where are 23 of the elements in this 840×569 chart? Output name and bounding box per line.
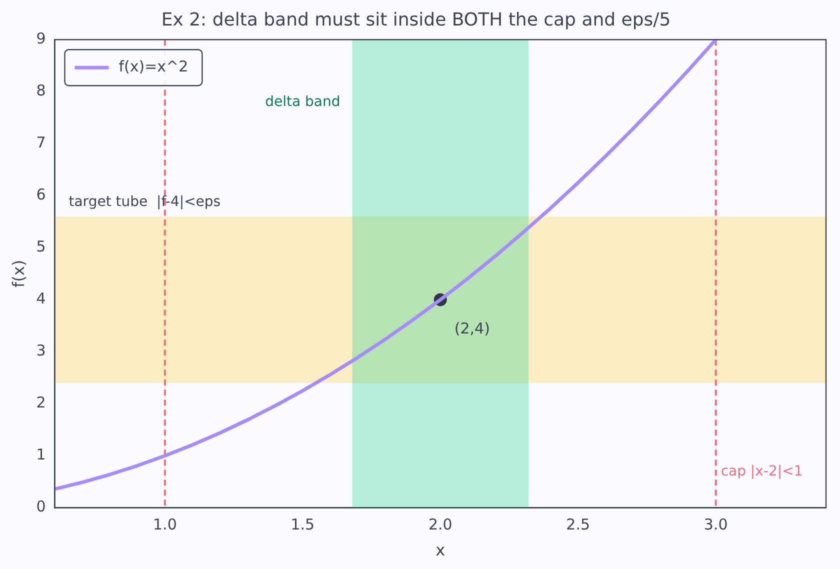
x-tick-label: 3.0 xyxy=(704,516,728,534)
x-tick-label: 2.5 xyxy=(566,516,590,534)
y-tick-label: 2 xyxy=(36,394,46,412)
annotation: (2,4) xyxy=(454,320,490,338)
y-tick-label: 8 xyxy=(36,82,46,100)
y-tick-label: 0 xyxy=(36,498,46,516)
y-tick-label: 6 xyxy=(36,186,46,204)
chart-title: Ex 2: delta band must sit inside BOTH the cap and eps/5 xyxy=(161,9,671,30)
x-tick-label: 1.0 xyxy=(152,516,177,534)
y-tick-label: 9 xyxy=(36,29,46,48)
band-label: target tube |f-4|<eps xyxy=(68,194,221,210)
y-axis-title: f(x) xyxy=(8,260,28,288)
legend-label: f(x)=x^2 xyxy=(118,57,188,76)
y-tick-label: 5 xyxy=(36,238,46,256)
x-tick-label: 2.0 xyxy=(428,516,452,534)
x-tick-label: 1.5 xyxy=(290,516,315,534)
y-tick-label: 3 xyxy=(36,342,46,360)
y-tick-label: 1 xyxy=(36,446,46,464)
y-tick-label: 4 xyxy=(36,290,46,308)
y-tick-label: 7 xyxy=(36,134,46,152)
ref-line-label: cap |x-2|<1 xyxy=(720,463,803,480)
x-axis-title: x xyxy=(436,540,446,560)
band-label: delta band xyxy=(265,94,340,110)
